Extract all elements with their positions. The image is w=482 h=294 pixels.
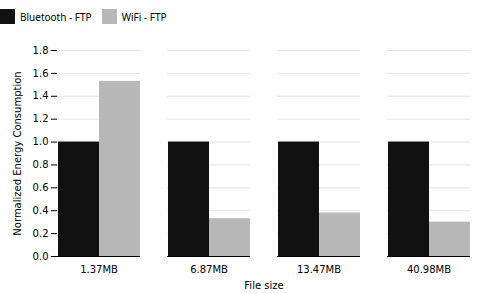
svg-text:File size: File size (244, 280, 283, 291)
svg-text:0.6: 0.6 (33, 182, 49, 193)
html-text:WiFi - FTP: WiFi - FTP (121, 9, 167, 24)
svg-text:1.8: 1.8 (33, 45, 49, 56)
html-text:Bluetooth - FTP: Bluetooth - FTP (20, 9, 92, 24)
svg-text:Normalized Energy Consumption: Normalized Energy Consumption (12, 71, 23, 235)
svg-text:1.0: 1.0 (33, 136, 49, 147)
svg-text:40.98MB: 40.98MB (407, 264, 451, 275)
svg-text:1.2: 1.2 (33, 113, 49, 124)
svg-text:0.4: 0.4 (33, 205, 49, 216)
svg-text:6.87MB: 6.87MB (190, 264, 228, 275)
svg-text:13.47MB: 13.47MB (297, 264, 341, 275)
svg-text:1.37MB: 1.37MB (80, 264, 118, 275)
svg-text:0.2: 0.2 (33, 228, 49, 239)
svg-text:1.6: 1.6 (33, 68, 49, 79)
svg-text:0.8: 0.8 (33, 159, 49, 170)
svg-text:0.0: 0.0 (33, 251, 49, 262)
svg-text:1.4: 1.4 (33, 90, 49, 101)
